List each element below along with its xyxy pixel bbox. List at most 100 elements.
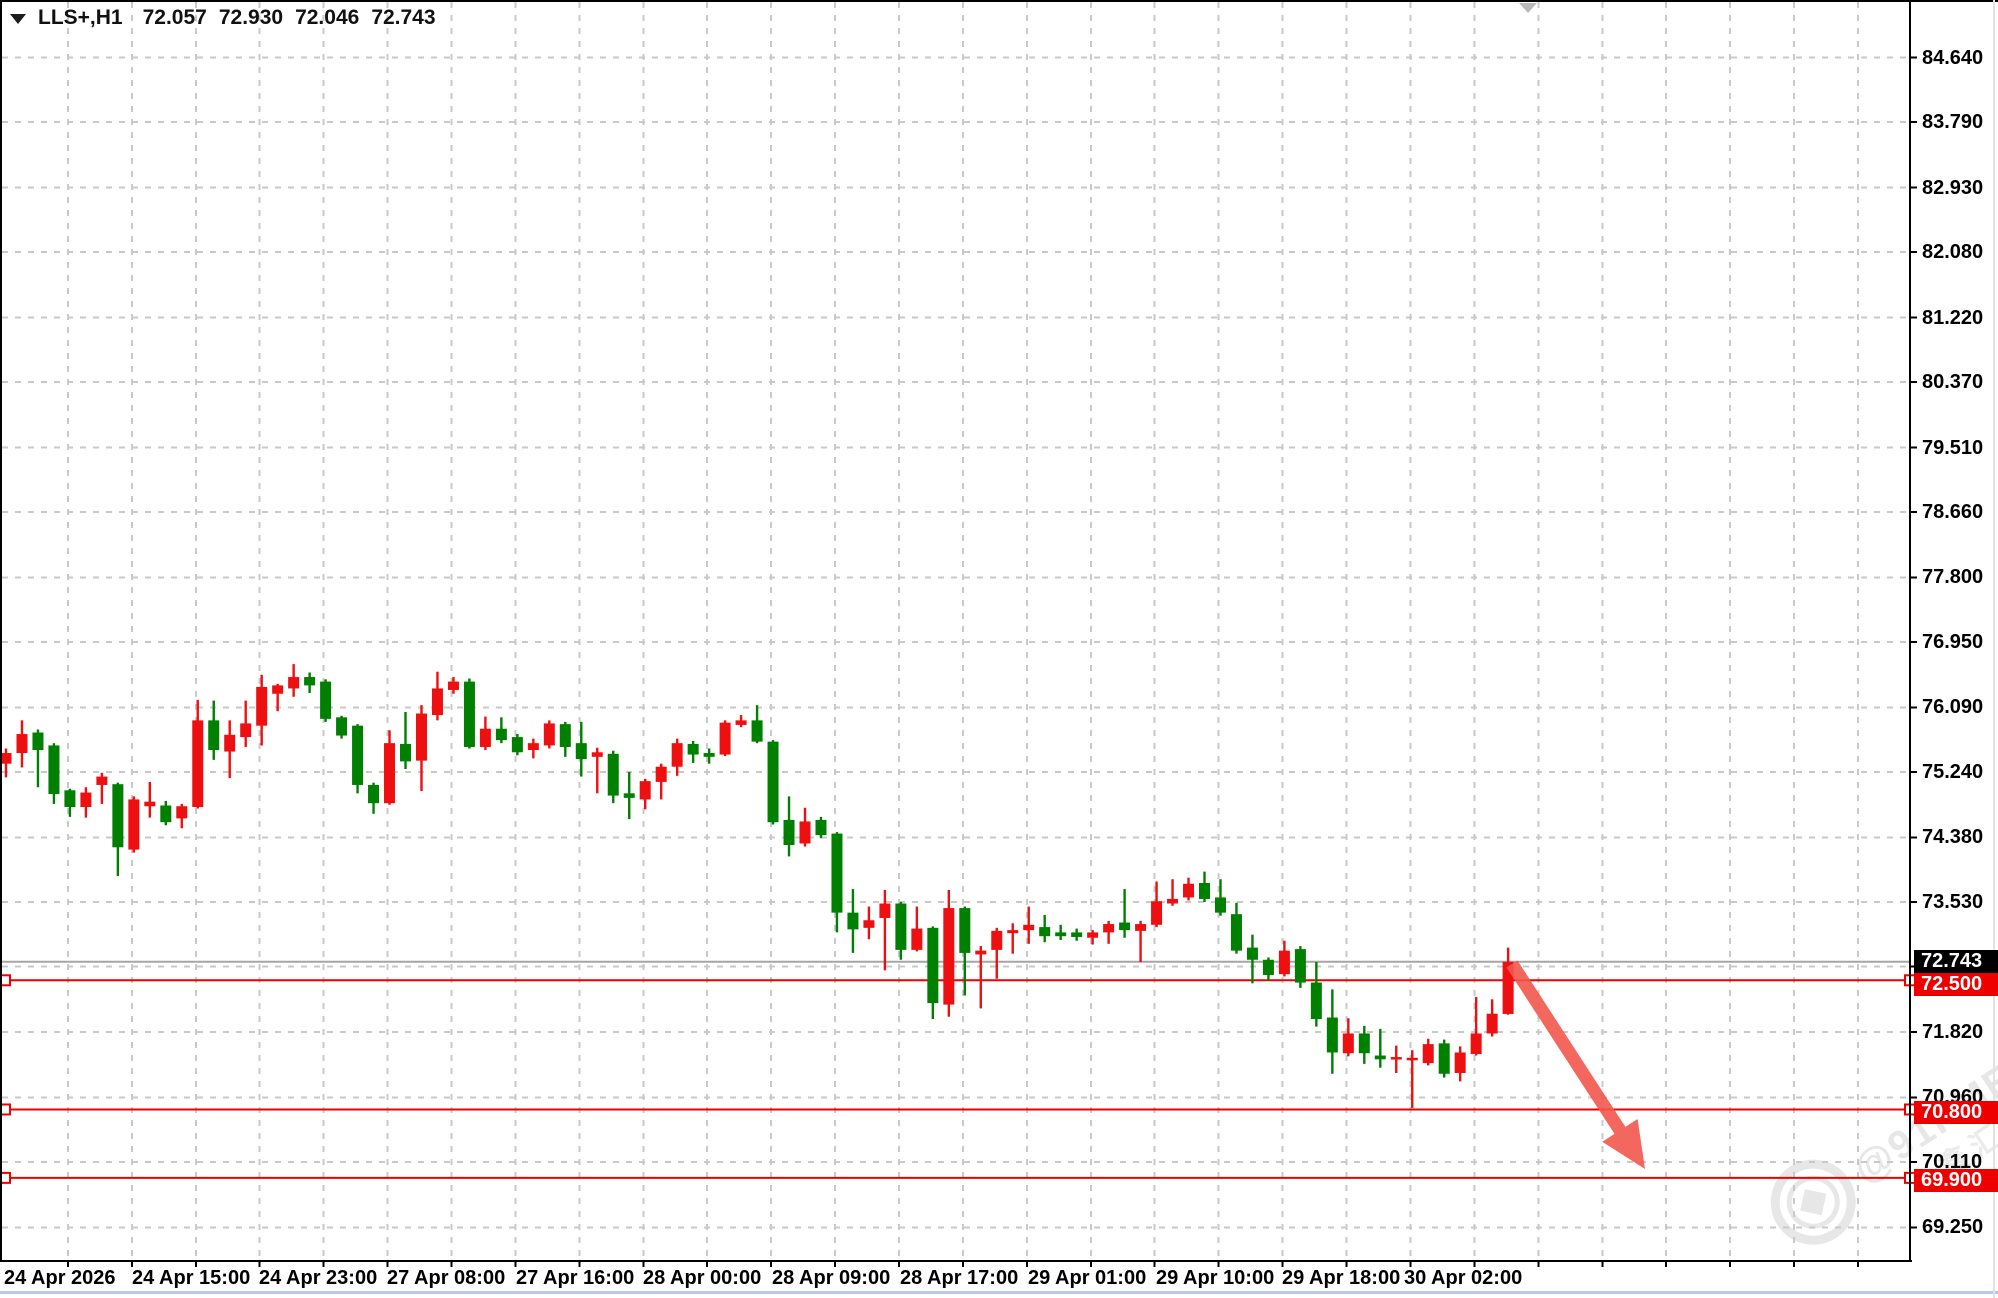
candle-bull xyxy=(1390,1057,1402,1060)
time-axis-label: 30 Apr 02:00 xyxy=(1404,1267,1523,1289)
price-axis-label: 78.660 xyxy=(1922,501,1984,524)
candle-bull xyxy=(1470,1033,1482,1054)
chart-title: LLS+,H1 72.057 72.930 72.046 72.743 xyxy=(10,6,448,30)
candle-bull xyxy=(144,801,156,807)
level-line-handle[interactable] xyxy=(0,1171,11,1184)
candle-bear xyxy=(368,784,380,804)
candle-bull xyxy=(1406,1057,1418,1061)
price-axis-label: 84.640 xyxy=(1922,46,1984,69)
candle-bull xyxy=(639,781,651,800)
candle-bear xyxy=(831,833,843,913)
candle-bear xyxy=(1358,1033,1370,1054)
candle-bull xyxy=(384,743,396,804)
price-axis-label: 82.080 xyxy=(1922,241,1984,264)
candle-bull xyxy=(96,776,108,785)
candle-bear xyxy=(1199,883,1210,899)
candle-bull xyxy=(879,903,891,918)
candle-bull xyxy=(16,734,28,754)
candle-bull xyxy=(80,792,92,807)
candle-bear xyxy=(336,717,348,736)
candles xyxy=(0,664,1514,1108)
time-axis-label: 28 Apr 17:00 xyxy=(900,1267,1019,1289)
candle-bull xyxy=(655,766,667,782)
candle-bear xyxy=(495,728,507,741)
candle-bear xyxy=(1310,982,1322,1020)
window-right-edge xyxy=(1993,0,1995,1298)
candle-bull xyxy=(1151,901,1163,925)
candle-bear xyxy=(1294,949,1306,983)
candle-bear xyxy=(511,737,523,753)
price-axis-label: 76.090 xyxy=(1922,696,1984,719)
candle-bear xyxy=(1438,1043,1450,1074)
candle-bull xyxy=(799,821,811,844)
price-axis-label: 82.930 xyxy=(1922,176,1984,199)
candle-bear xyxy=(352,725,364,785)
time-axis-label: 29 Apr 01:00 xyxy=(1028,1267,1147,1289)
time-axis-label: 27 Apr 08:00 xyxy=(387,1267,506,1289)
candle-bull xyxy=(288,677,300,689)
price-axis-label: 83.790 xyxy=(1922,111,1984,134)
candle-bull xyxy=(176,806,188,819)
time-axis-label: 24 Apr 2026 xyxy=(4,1267,116,1289)
candle-bear xyxy=(1214,897,1226,913)
candle-bear xyxy=(1374,1055,1386,1060)
candle-bull xyxy=(1183,883,1195,898)
candle-bear xyxy=(304,677,316,686)
candle-bull xyxy=(1103,924,1115,933)
candle-bear xyxy=(1246,947,1258,960)
level-line-handle[interactable] xyxy=(0,1103,11,1116)
time-axis-label: 24 Apr 23:00 xyxy=(259,1267,378,1289)
candle-bear xyxy=(751,720,763,742)
price-axis-label: 81.220 xyxy=(1922,306,1984,329)
time-axis-label: 29 Apr 18:00 xyxy=(1282,1267,1401,1289)
candle-bull xyxy=(272,685,284,694)
candle-bear xyxy=(847,912,859,930)
ohlc-open: 72.057 xyxy=(142,6,207,29)
candle-bear xyxy=(703,753,715,757)
candle-bear xyxy=(767,741,779,823)
candle-bull xyxy=(591,752,603,757)
candle-bull xyxy=(256,686,268,726)
window-bottom-divider xyxy=(0,1291,1998,1294)
candle-bear xyxy=(32,732,44,750)
candle-bull xyxy=(1454,1052,1466,1073)
candle-bear xyxy=(1071,932,1083,937)
symbol-dropdown-icon[interactable] xyxy=(10,14,26,24)
candle-bear xyxy=(1119,922,1131,931)
candle-bull xyxy=(1023,924,1035,931)
watermark-coin-icon xyxy=(1770,1159,1856,1245)
candle-bear xyxy=(1039,927,1051,937)
candle-bear xyxy=(1230,914,1242,951)
ohlc-close: 72.743 xyxy=(371,6,436,29)
candle-bear xyxy=(1326,1017,1338,1053)
level-line-handle[interactable] xyxy=(0,974,11,987)
candle-bull xyxy=(1135,924,1147,931)
time-axis-label: 24 Apr 15:00 xyxy=(132,1267,251,1289)
candle-bull xyxy=(447,681,459,690)
candle-bull xyxy=(1486,1013,1498,1034)
candle-bear xyxy=(64,790,76,807)
price-axis-label: 80.370 xyxy=(1922,371,1984,394)
candle-bear xyxy=(1055,932,1067,937)
scroll-to-end-marker xyxy=(1519,3,1537,13)
candle-bear xyxy=(160,805,172,823)
candle-bull xyxy=(527,743,539,750)
candle-bear xyxy=(112,784,124,848)
time-axis-label: 27 Apr 16:00 xyxy=(516,1267,635,1289)
chart-border xyxy=(0,0,1998,1267)
price-axis-label: 69.250 xyxy=(1922,1216,1984,1239)
ohlc-low: 72.046 xyxy=(295,6,360,29)
candle-bull xyxy=(128,799,140,850)
candle-bull xyxy=(415,713,427,761)
candle-bull xyxy=(240,723,252,738)
price-axis-label: 71.820 xyxy=(1922,1020,1984,1043)
candle-bear xyxy=(208,720,220,750)
down-arrow-annotation[interactable] xyxy=(1506,960,1646,1170)
watermark-coin-hole xyxy=(1800,1189,1827,1216)
price-tag-level: 70.800 xyxy=(1914,1100,1998,1124)
candle-bull xyxy=(1502,961,1514,1014)
time-axis-label: 29 Apr 10:00 xyxy=(1156,1267,1275,1289)
candle-bull xyxy=(1087,932,1099,938)
